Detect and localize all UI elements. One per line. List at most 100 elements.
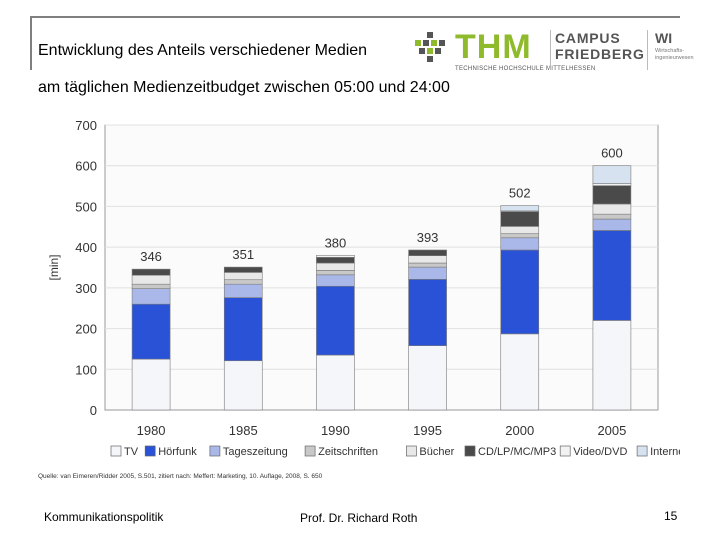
y-tick-label: 700 [75, 118, 97, 133]
bar-segment [408, 279, 447, 346]
page-number: 15 [664, 509, 678, 523]
legend-label: CD/LP/MC/MP3 [478, 446, 556, 458]
legend-label: Tageszeitung [223, 446, 288, 458]
legend-swatch [304, 445, 316, 457]
y-tick-label: 600 [75, 159, 97, 174]
bar-segment [223, 279, 263, 285]
bar-segment [131, 268, 171, 276]
bar-segment [592, 165, 632, 184]
source-citation: Quelle: van Eimeren/Ridder 2005, S.501, … [38, 473, 323, 480]
x-tick-label: 2005 [597, 423, 626, 438]
bar-segment [500, 226, 540, 235]
legend-swatch [636, 445, 648, 457]
wi-sub-line2: ingenieurwesen [655, 55, 694, 61]
x-tick-label: 1980 [137, 423, 166, 438]
bar-total-label: 346 [140, 249, 162, 264]
legend-swatch [559, 445, 571, 457]
y-tick-label: 500 [75, 199, 97, 214]
y-tick-label: 400 [75, 240, 97, 255]
bar-segment [131, 274, 171, 285]
bar-total-label: 502 [509, 186, 531, 201]
wi-sub-line1: Wirtschafts- [655, 48, 685, 54]
plot-area [104, 124, 659, 411]
bar-segment [592, 218, 632, 231]
bar-segment [223, 283, 263, 298]
bar-total-label: 380 [325, 235, 347, 250]
bar-total-label: 600 [601, 146, 623, 161]
y-tick-label: 0 [90, 403, 97, 418]
bar-segment [316, 274, 355, 287]
legend-swatch [209, 445, 221, 457]
slide-title-line2: am täglichen Medienzeitbudget zwischen 0… [38, 79, 450, 96]
bar-segment [500, 211, 540, 227]
bar-segment [592, 213, 632, 220]
bar-total-label: 393 [417, 230, 439, 245]
bar-segment [500, 205, 540, 212]
bar-segment [316, 254, 355, 258]
legend-label: Internet [650, 446, 680, 458]
bar-segment [500, 333, 540, 411]
footer-course: Kommunikationspolitik [44, 510, 164, 524]
y-tick-label: 300 [75, 281, 97, 296]
campus-logo-text: CAMPUS FRIEDBERG [555, 30, 645, 62]
bar-segment [408, 262, 447, 268]
bar-segment [316, 257, 355, 264]
legend-label: Zeitschriften [318, 446, 378, 458]
title-frame [30, 16, 680, 70]
campus-line1: CAMPUS [555, 30, 621, 46]
y-tick-label: 100 [75, 362, 97, 377]
legend-swatch [144, 445, 156, 457]
thm-logo-text: THM [455, 28, 532, 66]
y-tick-label: 200 [75, 322, 97, 337]
bar-segment [408, 249, 447, 256]
logo-divider [647, 30, 648, 70]
bar-segment [131, 303, 171, 360]
y-axis-label: [min] [47, 254, 61, 280]
bar-segment [408, 255, 447, 264]
x-tick-label: 1990 [321, 423, 350, 438]
legend-swatch [464, 445, 476, 457]
bar-segment [223, 272, 263, 281]
bar-total-label: 351 [232, 247, 254, 262]
bar-segment [316, 262, 355, 271]
logo-divider [550, 30, 551, 70]
bar-segment [131, 358, 171, 411]
university-logo: THM TECHNISCHE HOCHSCHULE MITTELHESSEN C… [415, 28, 694, 84]
campus-line2: FRIEDBERG [555, 46, 645, 62]
bar-segment [592, 203, 632, 215]
bar-segment [500, 233, 540, 239]
bar-segment [131, 288, 171, 305]
legend-swatch [406, 445, 417, 457]
x-tick-label: 1995 [413, 423, 442, 438]
stacked-bar-chart: 0 100 200 300 400 500 600 700 [min] 346 1980 351 198… [40, 110, 687, 470]
bar-segment [131, 283, 171, 289]
thm-logo-subtitle: TECHNISCHE HOCHSCHULE MITTELHESSEN [455, 66, 596, 72]
bar-segment [500, 249, 540, 335]
legend-label: Hörfunk [158, 446, 197, 458]
slide-title-line1: Entwicklung des Anteils verschiedener Me… [38, 42, 368, 59]
thm-grid-icon [415, 32, 445, 62]
bar-segment [223, 266, 263, 273]
bar-segment [408, 266, 447, 280]
bar-segment [408, 345, 447, 411]
bar-segment [592, 230, 632, 321]
wi-logo-subtitle: Wirtschafts- ingenieurwesen [655, 48, 694, 62]
legend-label: TV [124, 446, 139, 458]
legend-label: Video/DVD [573, 446, 627, 458]
x-tick-label: 2000 [505, 423, 534, 438]
bar-segment [316, 285, 355, 356]
bar-segment [592, 320, 632, 411]
bar-segment [223, 360, 263, 411]
wi-logo-text: WI [655, 30, 673, 46]
legend-swatch [110, 445, 122, 457]
bar-segment [592, 183, 632, 186]
footer-author: Prof. Dr. Richard Roth [300, 511, 418, 525]
bar-segment [316, 270, 355, 276]
chart-svg: 0 100 200 300 400 500 600 700 [min] 346 1980 351 198… [47, 118, 687, 458]
legend-label: Bücher [419, 446, 454, 458]
bar-segment [592, 185, 632, 205]
bar-segment [316, 354, 355, 411]
bar-segment [500, 237, 540, 251]
bar-segment [223, 297, 263, 362]
x-tick-label: 1985 [229, 423, 258, 438]
